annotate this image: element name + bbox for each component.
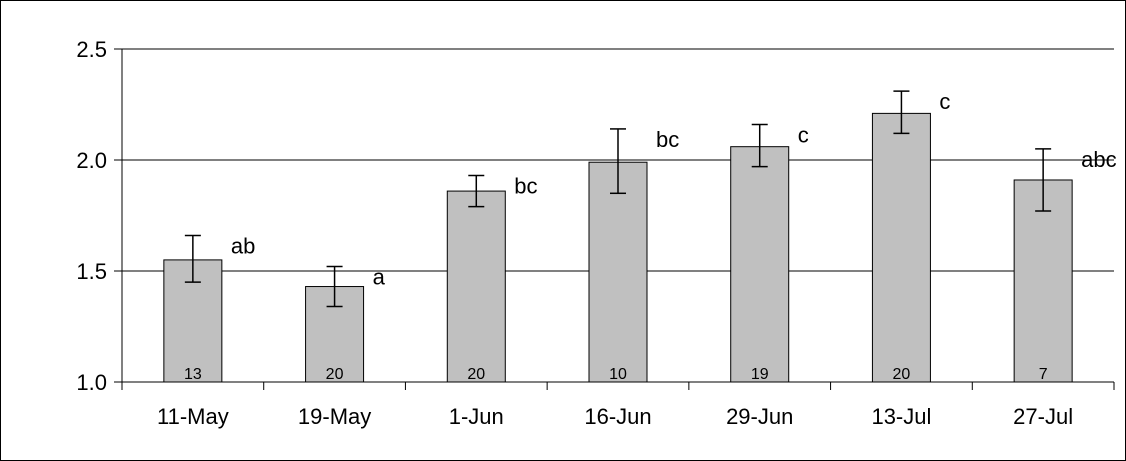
x-tick-label: 11-May <box>157 404 229 429</box>
significance-letter: abc <box>1081 147 1116 172</box>
bar <box>730 146 790 383</box>
y-tick-label: 1.0 <box>76 370 107 395</box>
x-tick-label: 27-Jul <box>1013 404 1073 429</box>
sample-size-label: 19 <box>751 366 769 383</box>
y-tick-label: 2.5 <box>76 37 107 62</box>
sample-size-label: 20 <box>467 366 485 383</box>
axes <box>114 48 1115 390</box>
labels: 1.0 1.5 2.0 2.5 ab 13 11-May a 20 19-May bc 20 1-Jun… <box>76 37 1116 429</box>
significance-letter: c <box>939 89 950 114</box>
sample-size-label: 7 <box>1039 366 1048 383</box>
y-tick-label: 2.0 <box>76 148 107 173</box>
significance-letter: bc <box>514 174 537 199</box>
x-tick-label: 1-Jun <box>449 404 504 429</box>
error-bars <box>184 90 1052 308</box>
sample-size-label: 13 <box>184 366 202 383</box>
sample-size-label: 10 <box>609 366 627 383</box>
sample-size-label: 20 <box>893 366 911 383</box>
bars <box>163 112 1073 383</box>
significance-letter: bc <box>656 127 679 152</box>
significance-letter: ab <box>231 233 255 258</box>
significance-letter: c <box>798 122 809 147</box>
bar <box>1013 179 1073 383</box>
significance-letter: a <box>373 265 386 290</box>
x-tick-label: 13-Jul <box>871 404 931 429</box>
bar <box>446 190 506 383</box>
bar <box>871 112 931 383</box>
x-tick-label: 29-Jun <box>726 404 793 429</box>
bar <box>588 161 648 383</box>
y-tick-label: 1.5 <box>76 259 107 284</box>
x-tick-label: 16-Jun <box>584 404 651 429</box>
x-tick-label: 19-May <box>298 404 371 429</box>
sample-size-label: 20 <box>326 366 344 383</box>
